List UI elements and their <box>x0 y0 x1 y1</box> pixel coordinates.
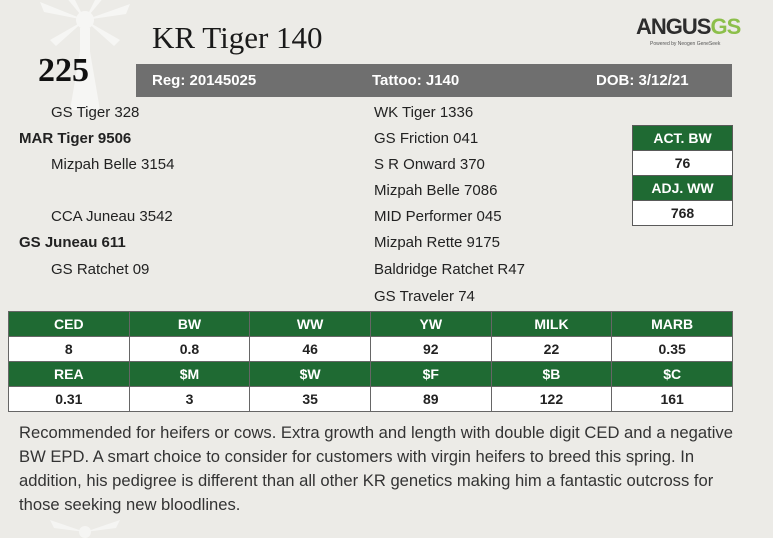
logo-accent-text: GS <box>710 14 741 39</box>
epd-value-cell: 3 <box>128 386 251 412</box>
epd-header-cell: $C <box>611 361 733 387</box>
epd-header-cell: REA <box>8 361 130 387</box>
date-of-birth: DOB: 3/12/21 <box>596 72 689 89</box>
lot-description: Recommended for heifers or cows. Extra g… <box>19 423 733 514</box>
registration-number: Reg: 20145025 <box>152 72 257 89</box>
epd-value-cell: 0.31 <box>8 386 130 412</box>
pedigree-ancestor-4: Mizpah Belle 7086 <box>374 182 498 199</box>
registration-info-bar: Reg: 20145025 Tattoo: J140 DOB: 3/12/21 <box>136 64 732 97</box>
epd-value-cell: 122 <box>490 386 613 412</box>
pedigree-dam: GS Juneau 611 <box>19 234 126 251</box>
pedigree-sire: MAR Tiger 9506 <box>19 130 132 147</box>
pedigree-ancestor-1: WK Tiger 1336 <box>374 104 474 121</box>
epd-header-cell: YW <box>369 311 492 337</box>
pedigree-dam-sire: CCA Juneau 3542 <box>51 208 173 225</box>
windmill-watermark-icon <box>50 520 120 538</box>
epd-value-cell: 46 <box>249 336 371 362</box>
angus-gs-logo: ANGUSGS Powered by Neogen GeneSeek <box>636 14 756 54</box>
tattoo: Tattoo: J140 <box>372 72 460 89</box>
epd-value-cell: 92 <box>369 336 492 362</box>
logo-tagline: Powered by Neogen GeneSeek <box>650 41 721 47</box>
pedigree-ancestor-3: S R Onward 370 <box>374 156 485 173</box>
epd-header-cell: MILK <box>490 311 613 337</box>
logo-main-text: ANGUS <box>636 14 711 39</box>
epd-value-cell: 0.35 <box>611 336 733 362</box>
actual-bw-value: 76 <box>632 150 733 176</box>
pedigree-ancestor-6: Mizpah Rette 9175 <box>374 234 500 251</box>
pedigree-sire-sire: GS Tiger 328 <box>51 104 140 121</box>
pedigree-ancestor-2: GS Friction 041 <box>374 130 479 147</box>
lot-number: 225 <box>38 52 89 89</box>
actual-bw-label: ACT. BW <box>632 125 733 151</box>
epd-value-cell: 35 <box>249 386 371 412</box>
epd-value-row: 0.31 3 35 89 122 161 <box>8 386 733 412</box>
pedigree-ancestor-8: GS Traveler 74 <box>374 288 475 305</box>
epd-header-cell: $W <box>249 361 371 387</box>
epd-header-cell: WW <box>249 311 371 337</box>
pedigree-sire-dam: Mizpah Belle 3154 <box>51 156 175 173</box>
epd-header-row: CED BW WW YW MILK MARB <box>8 311 733 337</box>
pedigree-ancestor-7: Baldridge Ratchet R47 <box>374 261 525 278</box>
epd-header-row: REA $M $W $F $B $C <box>8 361 733 387</box>
epd-value-cell: 89 <box>369 386 492 412</box>
epd-header-cell: BW <box>128 311 251 337</box>
pedigree-dam-dam: GS Ratchet 09 <box>51 261 150 278</box>
epd-header-cell: $F <box>369 361 492 387</box>
animal-name: KR Tiger 140 <box>152 20 323 55</box>
epd-value-row: 8 0.8 46 92 22 0.35 <box>8 336 733 362</box>
epd-value-cell: 8 <box>8 336 130 362</box>
epd-value-cell: 161 <box>611 386 733 412</box>
epd-header-cell: MARB <box>611 311 733 337</box>
pedigree-ancestor-5: MID Performer 045 <box>374 208 502 225</box>
weights-table: ACT. BW 76 ADJ. WW 768 <box>632 125 733 226</box>
epd-header-cell: $B <box>490 361 613 387</box>
windmill-watermark-icon <box>40 0 130 110</box>
epd-header-cell: CED <box>8 311 130 337</box>
epd-value-cell: 22 <box>490 336 613 362</box>
epd-value-cell: 0.8 <box>128 336 251 362</box>
adjusted-ww-value: 768 <box>632 200 733 226</box>
epd-header-cell: $M <box>128 361 251 387</box>
epd-table: CED BW WW YW MILK MARB 8 0.8 46 92 22 0.… <box>8 311 733 412</box>
adjusted-ww-label: ADJ. WW <box>632 175 733 201</box>
